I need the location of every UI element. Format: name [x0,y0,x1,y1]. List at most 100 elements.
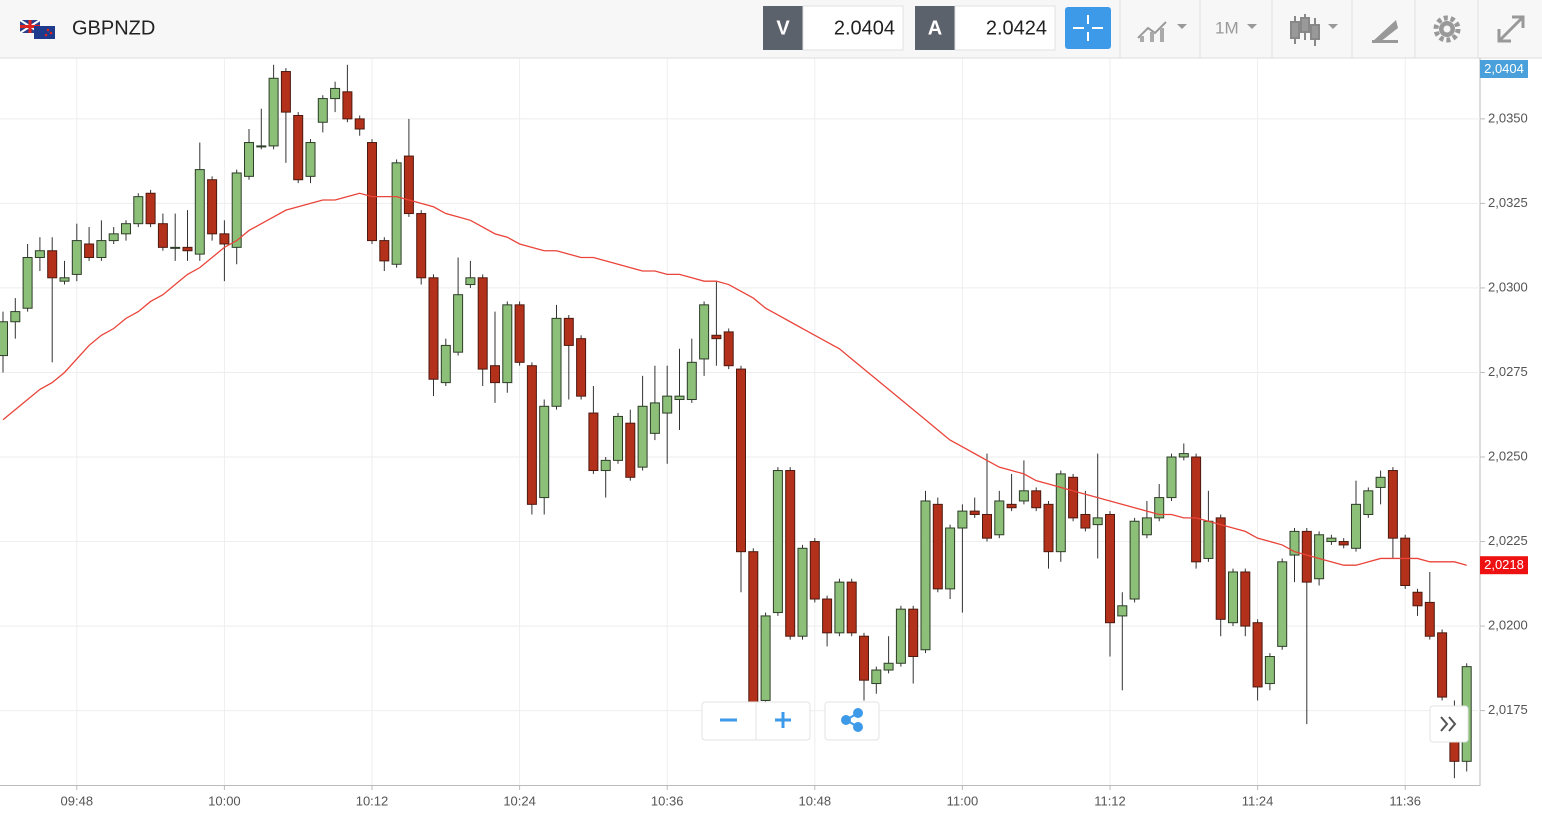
chart-type-button[interactable] [1290,14,1338,46]
last-price-box [1480,556,1528,575]
candle-body [649,402,660,434]
bid-button[interactable] [763,6,803,50]
ask-letter: A [928,17,942,39]
candle-body [576,338,587,397]
ask-value: 2.0424 [986,17,1047,39]
indicator-button[interactable] [1137,21,1187,42]
candle-body [1055,473,1066,553]
candle-body [342,91,353,120]
candle-body [1154,497,1165,519]
candle-body [465,277,476,286]
candle-body [1387,470,1398,539]
candle-body [859,635,869,681]
candle-body [379,240,390,262]
candle-body [1018,490,1029,502]
candle-body [1006,503,1017,509]
timeframe[interactable]: 1M [1215,18,1239,37]
candle-body [84,243,95,259]
candle-body [1252,622,1263,688]
bid-marker-box [1480,60,1528,78]
candle-body [748,551,759,705]
x-tick-label: 10:48 [799,793,832,808]
share-button[interactable] [841,708,863,732]
candle-body [219,233,230,245]
candle-body [1068,476,1079,519]
candle-body [244,142,254,177]
candle-body [1141,517,1152,536]
candle-body [797,547,808,637]
candle-body [1105,513,1115,624]
y-tick-label: 2,0350 [1488,110,1528,125]
candle-body [625,422,636,478]
candle-body [108,233,119,242]
settings-button[interactable] [1433,15,1461,43]
candle-body [957,510,968,529]
candle-body [1191,456,1202,563]
candle-body [551,317,562,407]
x-tick-label: 09:48 [61,793,94,808]
zoom-in[interactable] [775,712,791,728]
candle-body [1215,517,1226,620]
ask-button[interactable] [915,6,955,50]
toolbar-separators [1119,0,1479,58]
candle-body [330,87,341,100]
candle-body [231,172,242,248]
zoom-controls [701,701,880,741]
bid-letter: V [776,17,790,39]
candle-body [982,513,992,539]
candle-body [1228,571,1238,624]
candle-body [96,240,107,259]
candle-body [47,250,58,279]
candle-body [1437,632,1448,698]
crosshair-button[interactable] [1065,7,1111,49]
candle-body [1351,503,1361,549]
symbol: GBPNZD [72,17,155,39]
candle-body [539,405,550,499]
candle-body [293,114,304,181]
candle-body [760,615,771,701]
candle-body [280,71,291,113]
last-price-label: 2,0218 [1484,557,1524,572]
draw-button[interactable] [1372,20,1398,43]
candle-body [10,311,21,323]
candle-body [268,77,279,147]
candle-body [1240,571,1251,627]
x-tick-label: 10:00 [208,793,241,808]
timeframe-caret [1247,24,1257,29]
candle-body [822,598,833,634]
candle-body [1289,530,1300,556]
candle-body [772,470,783,614]
candle-body [883,662,894,671]
candle-body [1031,490,1042,509]
candle-body [1314,534,1325,580]
candle-body [440,344,451,384]
candle-body [194,169,205,255]
candle-body [908,608,919,658]
candle-body [428,277,439,380]
x-tick-label: 10:24 [503,793,536,808]
candle-body [1277,561,1288,647]
y-tick-label: 2,0325 [1488,195,1528,210]
candle-body [834,581,845,634]
candle-body [182,246,193,252]
x-tick-label: 11:00 [947,793,979,808]
bid-box [802,5,904,51]
candle-body [416,213,427,279]
candle-body [969,510,980,515]
y-tick-label: 2,0225 [1488,533,1528,548]
y-tick-label: 2,0175 [1488,702,1528,717]
candle-body [1080,513,1091,529]
candle-body [502,304,513,384]
y-tick-label: 2,0300 [1488,279,1528,294]
fullscreen-button[interactable] [1497,15,1525,43]
x-tick-label: 10:12 [356,793,389,808]
bid-value: 2.0404 [834,17,895,39]
scroll-right-button[interactable] [1429,705,1469,743]
candle-body [637,405,648,468]
flag-icon [19,19,55,39]
candle-body [699,304,710,360]
candle-body [846,581,857,634]
y-tick-label: 2,0200 [1488,618,1528,633]
